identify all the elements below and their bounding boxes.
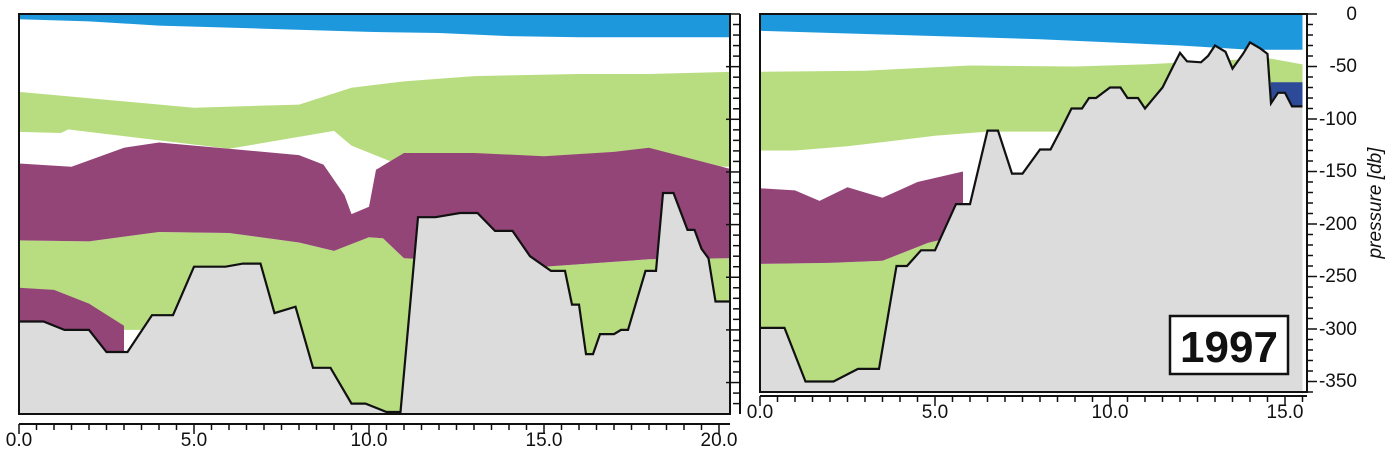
y-axis-title: pressure [db]: [1365, 147, 1386, 260]
y-tick-label-50: -50: [1330, 56, 1357, 77]
right-section-panel: 0.0 5.0 10.0 15.0 0 -50 -100 -150 -200 -…: [747, 4, 1386, 423]
y-tick-label-150: -150: [1319, 161, 1357, 182]
right-x-axis: [759, 395, 1307, 406]
left-surface-water-layer: [19, 14, 730, 38]
left-intermediate-layer: [19, 142, 730, 267]
right-x-tick-label-10: 10.0: [1092, 402, 1129, 423]
y-tick-label-350: -350: [1319, 371, 1357, 392]
left-frame: [18, 13, 731, 415]
left-bottom-profile-line: [19, 191, 730, 414]
y-tick-label-0: 0: [1346, 4, 1357, 25]
right-x-tick-labels: 0.0 5.0 10.0 15.0: [747, 402, 1304, 423]
left-small-upper-patch: [19, 113, 72, 133]
left-seabed-area: [19, 193, 730, 414]
year-label-box: 1997: [1168, 314, 1290, 376]
right-surface-water-layer: [760, 14, 1303, 50]
y-tick-label-250: -250: [1319, 266, 1357, 287]
left-x-tick-labels: 0.0 5.0 10.0 15.0 20.0: [6, 430, 738, 451]
left-right-edge-ticks: [726, 13, 741, 414]
left-section-panel: 0.0 5.0 10.0 15.0 20.0: [6, 13, 741, 451]
y-tick-labels: 0 -50 -100 -150 -200 -250 -300 -350: [1319, 4, 1357, 392]
y-tick-label-300: -300: [1319, 319, 1357, 340]
left-x-tick-label-15: 15.0: [526, 430, 563, 451]
right-bottom-profile-line: [760, 40, 1303, 383]
left-x-tick-label-0: 0.0: [6, 430, 32, 451]
year-label: 1997: [1180, 323, 1278, 372]
left-x-tick-label-5: 5.0: [181, 430, 207, 451]
left-x-tick-label-20: 20.0: [701, 430, 738, 451]
right-y-axis-ticks: [1307, 13, 1317, 393]
left-upper-layer: [19, 71, 730, 172]
right-x-tick-label-5: 5.0: [922, 402, 948, 423]
y-tick-label-200: -200: [1319, 214, 1357, 235]
right-intermediate-layer: [760, 171, 963, 264]
right-x-tick-label-0: 0.0: [747, 402, 773, 423]
left-x-tick-label-10: 10.0: [351, 430, 388, 451]
right-seabed-area: [760, 42, 1303, 392]
y-tick-label-100: -100: [1319, 109, 1357, 130]
right-x-tick-label-15: 15.0: [1267, 402, 1304, 423]
left-x-axis: [18, 423, 730, 434]
